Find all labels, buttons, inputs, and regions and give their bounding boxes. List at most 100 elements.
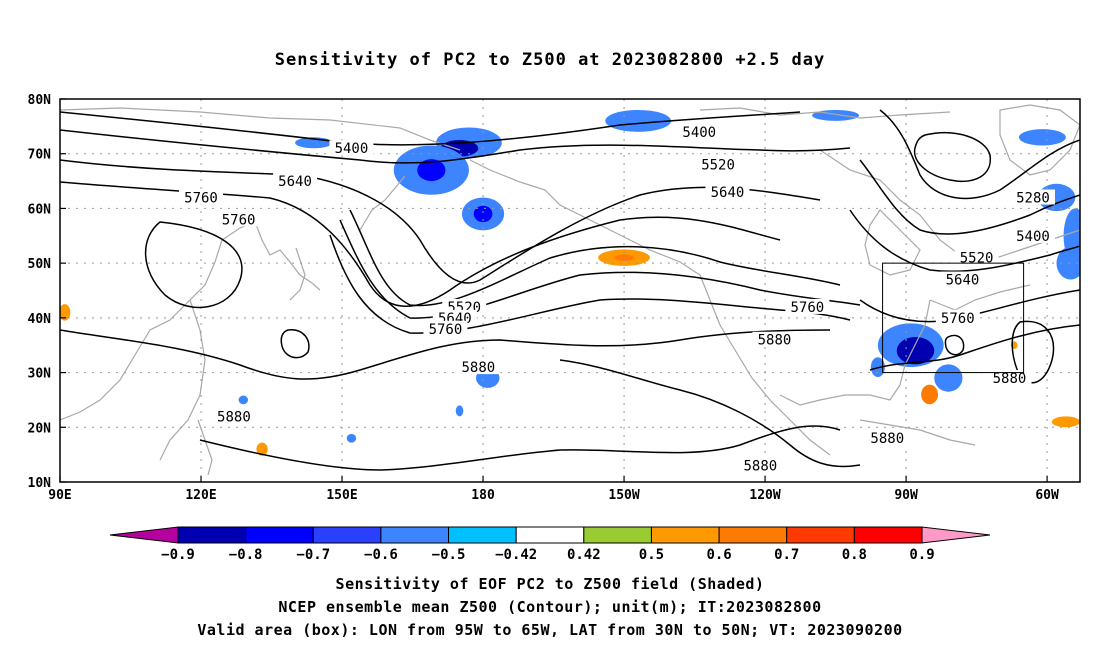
contour-label-bg bbox=[705, 184, 750, 200]
colorbar-box bbox=[650, 526, 720, 544]
contour-label: 5760 bbox=[222, 212, 256, 228]
contour-label: 5400 bbox=[1016, 229, 1050, 245]
colorbar-box bbox=[853, 526, 923, 544]
contour-label: 5520 bbox=[701, 158, 735, 174]
lat-tick-label: 10N bbox=[28, 476, 52, 491]
contour-label: 5880 bbox=[993, 371, 1027, 387]
contour-5640-east bbox=[849, 209, 1080, 273]
contour-5880-bahama bbox=[944, 334, 965, 356]
lon-tick-label: 120W bbox=[749, 488, 780, 503]
contour-label-bg bbox=[738, 457, 783, 473]
contour-label-bg bbox=[1010, 227, 1055, 243]
shaded-patch bbox=[1051, 416, 1080, 428]
contour-label: 5400 bbox=[335, 141, 369, 157]
contour-label-bg bbox=[954, 249, 999, 265]
contour-5400-west bbox=[60, 111, 801, 146]
colorbar-box bbox=[448, 526, 517, 544]
contour-5640-trough bbox=[339, 219, 861, 319]
colorbar-level-label: −0.8 bbox=[229, 547, 263, 563]
caption-shaded: Sensitivity of EOF PC2 to Z500 field (Sh… bbox=[335, 575, 765, 593]
contour-5520-north bbox=[60, 129, 851, 164]
coastline-china bbox=[159, 299, 206, 461]
contour-label-bg bbox=[785, 298, 830, 314]
contour-label: 5640 bbox=[711, 185, 745, 201]
contour-5880-bottom bbox=[199, 425, 841, 471]
lon-tick-label: 90E bbox=[48, 488, 71, 503]
contour-label-bg bbox=[216, 211, 261, 227]
contour-label: 5640 bbox=[278, 174, 312, 190]
contour-5520-trough bbox=[349, 209, 841, 307]
shaded-patch bbox=[921, 384, 939, 405]
contour-label: 5520 bbox=[960, 251, 994, 267]
contour-label-bg bbox=[935, 309, 980, 325]
map-title: Sensitivity of PC2 to Z500 at 2023082800… bbox=[274, 50, 826, 70]
colorbar-max-triangle bbox=[921, 526, 991, 544]
colorbar-box bbox=[718, 526, 788, 544]
shaded-patch bbox=[896, 337, 935, 365]
contour-label-bg bbox=[423, 320, 468, 336]
contour-5640-north bbox=[60, 159, 821, 284]
lon-tick-label: 60W bbox=[1035, 488, 1059, 503]
colorbar-box bbox=[245, 526, 314, 544]
contour-label: 5880 bbox=[744, 459, 778, 475]
contour-label-bg bbox=[1010, 189, 1055, 205]
lat-tick-label: 60N bbox=[28, 202, 52, 217]
contour-5880-atlantic bbox=[869, 324, 1080, 371]
coastline-arctic bbox=[699, 107, 951, 119]
contour-label: 5760 bbox=[791, 300, 825, 316]
contour-label: 5280 bbox=[1016, 190, 1050, 206]
colorbar-box bbox=[312, 526, 382, 544]
colorbar-level-label: −0.42 bbox=[495, 547, 537, 563]
contour-label: 5880 bbox=[217, 409, 251, 425]
caption-valid-area: Valid area (box): LON from 95W to 65W, L… bbox=[197, 621, 903, 639]
lon-tick-label: 120E bbox=[185, 488, 216, 503]
latitude-tick-labels: 10N 20N 30N 40N 50N 60N 70N 80N bbox=[28, 93, 66, 491]
lat-tick-label: 40N bbox=[28, 312, 52, 327]
colorbar-level-label: 0.7 bbox=[774, 547, 799, 563]
contour-label: 5760 bbox=[429, 322, 463, 338]
colorbar-level-label: −0.9 bbox=[161, 547, 195, 563]
contour-5400-east bbox=[879, 109, 1080, 200]
coastline-asia bbox=[60, 221, 321, 421]
shaded-patch bbox=[934, 364, 963, 392]
colorbar-box bbox=[515, 526, 585, 544]
shaded-patch bbox=[455, 405, 464, 417]
colorbar-box bbox=[380, 526, 450, 544]
shaded-patch bbox=[417, 159, 446, 182]
colorbar-box bbox=[786, 526, 855, 544]
colorbar bbox=[109, 526, 991, 544]
colorbar-level-label: 0.6 bbox=[706, 547, 731, 563]
colorbar-level-label: −0.5 bbox=[432, 547, 466, 563]
coastline-caribbean bbox=[859, 419, 976, 446]
lon-tick-label: 150E bbox=[326, 488, 357, 503]
coastline-hudson bbox=[864, 209, 921, 276]
coastline-alaska bbox=[469, 159, 701, 276]
coastline-japan bbox=[289, 247, 306, 301]
sensitivity-shading bbox=[60, 109, 1080, 456]
shaded-patch bbox=[614, 254, 634, 261]
contour-label: 5400 bbox=[682, 125, 716, 141]
shaded-patch bbox=[238, 395, 249, 405]
colorbar-labels: −0.9 −0.8 −0.7 −0.6 −0.5 −0.42 0.42 0.5 0.6 0.7 0.… bbox=[161, 547, 935, 563]
lat-lon-grid bbox=[60, 99, 1080, 482]
contour-labels: 5400 5640 5760 5760 5400 5520 5640 5280 5400 5520… bbox=[179, 123, 1055, 475]
colorbar-level-label: 0.5 bbox=[639, 547, 664, 563]
contour-label-bg bbox=[940, 271, 985, 287]
caption-contour: NCEP ensemble mean Z500 (Contour); unit(… bbox=[278, 598, 822, 616]
colorbar-level-label: −0.7 bbox=[296, 547, 330, 563]
colorbar-box bbox=[583, 526, 652, 544]
contour-label: 5880 bbox=[461, 360, 495, 376]
contour-5280-low bbox=[913, 131, 991, 182]
coastline-kamchatka bbox=[359, 175, 406, 231]
lat-tick-label: 80N bbox=[28, 93, 52, 108]
colorbar-level-label: 0.9 bbox=[909, 547, 934, 563]
contour-5760-trough bbox=[329, 234, 851, 334]
contour-5880-small-low bbox=[280, 329, 310, 359]
colorbar-level-label: 0.42 bbox=[567, 547, 601, 563]
contour-5880-atl-closed bbox=[1011, 320, 1055, 384]
coastlines bbox=[60, 104, 1080, 476]
lon-tick-label: 180 bbox=[471, 488, 495, 503]
shaded-patch bbox=[346, 433, 357, 443]
coastline-na-west bbox=[699, 274, 831, 456]
